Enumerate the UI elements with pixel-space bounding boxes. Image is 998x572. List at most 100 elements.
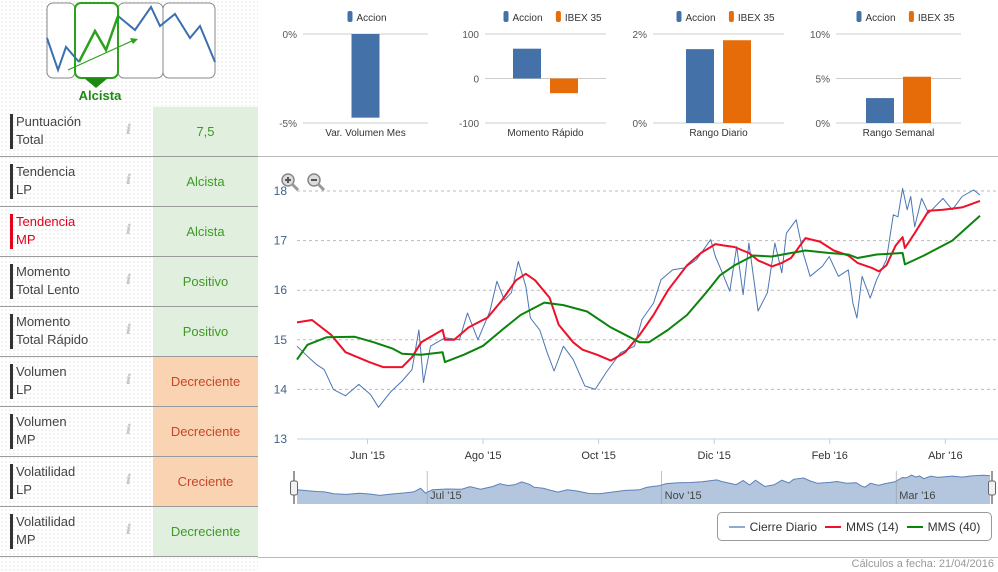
indicator-value: Decreciente [153, 507, 258, 556]
legend-swatch [908, 11, 914, 22]
y-tick-label: 0% [283, 30, 298, 41]
indicator-label: Volumen MP [16, 413, 126, 449]
x-tick-label: Ago '15 [465, 450, 502, 462]
info-icon[interactable]: i [126, 222, 132, 238]
indicator-value: Positivo [153, 257, 258, 306]
indicator-row: Puntuación Total i 7,5 [0, 107, 258, 157]
zoom-out-icon[interactable] [306, 172, 326, 192]
x-tick-label: Abr '16 [928, 450, 963, 462]
indicator-value: Alcista [153, 207, 258, 256]
x-tick-label: Dic '15 [698, 450, 731, 462]
bar-ibex-35 [550, 78, 578, 94]
legend-swatch [825, 525, 841, 528]
legend-swatch [503, 11, 509, 22]
y-tick-label: -100 [459, 119, 479, 130]
divider [258, 156, 998, 157]
calculation-date: Cálculos a fecha: 21/04/2016 [851, 558, 995, 570]
y-tick-label: 18 [274, 184, 288, 198]
series-mms-40- [296, 215, 981, 364]
indicator-label-line: LP [16, 182, 32, 197]
bar-accion [686, 49, 714, 123]
indicator-label-line: Volumen [16, 414, 67, 429]
y-tick-label: 14 [274, 382, 288, 396]
indicator-label: Momento Total Lento [16, 263, 126, 299]
y-tick-label: 5% [816, 75, 831, 86]
chart-category-label: Momento Rápido [507, 128, 584, 139]
indicator-row: Volatilidad LP i Creciente [0, 457, 258, 507]
legend-label: IBEX 35 [565, 13, 602, 24]
indicator-value: Decreciente [153, 357, 258, 406]
indicator-label: Volumen LP [16, 363, 126, 399]
indicator-row: Tendencia MP i Alcista [0, 207, 258, 257]
indicator-label-line: MP [16, 232, 36, 247]
x-tick-label: Jun '15 [350, 450, 385, 462]
series-mms-14- [296, 199, 981, 369]
info-icon[interactable]: i [126, 422, 132, 438]
indicator-label-line: LP [16, 482, 32, 497]
bar-accion [513, 48, 541, 79]
indicator-label-line: Total Lento [16, 282, 80, 297]
row-marker [10, 314, 13, 349]
legend-swatch [347, 11, 353, 22]
info-icon[interactable]: i [126, 322, 132, 338]
legend-swatch [728, 11, 734, 22]
indicator-value: Alcista [153, 157, 258, 206]
navigator-handle-left[interactable] [290, 480, 298, 496]
navigator-label: Mar '16 [899, 490, 935, 502]
y-tick-label: 17 [274, 234, 288, 248]
info-icon[interactable]: i [126, 522, 132, 538]
navigator-area [297, 475, 990, 504]
legend-label: MMS (40) [927, 519, 981, 534]
legend-item-cierre[interactable]: Cierre Diario [728, 519, 817, 534]
trend-logo: Alcista [46, 2, 216, 103]
divider [258, 557, 998, 558]
indicator-label-line: MP [16, 432, 36, 447]
legend-label: Accion [513, 13, 543, 24]
info-icon[interactable]: i [126, 372, 132, 388]
legend-label: MMS (14) [846, 519, 899, 534]
info-icon[interactable]: i [126, 122, 132, 138]
info-icon[interactable]: i [126, 272, 132, 288]
indicator-value: Creciente [153, 457, 258, 506]
indicator-label: Tendencia LP [16, 163, 126, 199]
info-icon[interactable]: i [126, 172, 132, 188]
navigator-label: Nov '15 [665, 490, 702, 502]
indicator-row: Volumen MP i Decreciente [0, 407, 258, 457]
legend-label: IBEX 35 [918, 13, 955, 24]
row-marker [10, 164, 13, 199]
navigator-handle-right[interactable] [988, 480, 996, 496]
indicator-value: Positivo [153, 307, 258, 356]
indicator-label-line: Momento [16, 314, 71, 329]
indicator-panel: Alcista Puntuación Total i 7,5 Tendencia L… [0, 0, 258, 572]
chart-category-label: Rango Diario [689, 128, 748, 139]
y-tick-label: 2% [633, 30, 648, 41]
bar-ibex-35 [723, 40, 751, 124]
navigator-label: Jul '15 [430, 490, 461, 502]
bar-accion [351, 34, 380, 118]
y-tick-label: 10% [810, 30, 830, 41]
indicator-label: Momento Total Rápido [16, 313, 126, 349]
legend-label: Accion [357, 13, 387, 24]
indicator-label-line: Momento [16, 264, 71, 279]
legend-label: Cierre Diario [749, 519, 817, 534]
legend-item-mms14[interactable]: MMS (14) [825, 520, 899, 534]
zoom-in-icon[interactable] [280, 172, 300, 192]
indicator-label-line: Volatilidad [16, 464, 76, 479]
indicator-label-line: LP [16, 382, 32, 397]
y-tick-label: 15 [274, 333, 288, 347]
info-icon[interactable]: i [126, 472, 132, 488]
legend-item-mms40[interactable]: MMS (40) [906, 519, 981, 534]
indicator-label: Puntuación Total [16, 113, 126, 149]
indicator-label: Tendencia MP [16, 213, 126, 249]
row-marker [10, 214, 13, 249]
row-marker [10, 114, 13, 149]
y-tick-label: 13 [274, 432, 288, 446]
indicator-label: Volatilidad LP [16, 463, 126, 499]
indicator-label-line: Tendencia [16, 164, 76, 179]
indicator-row: Momento Total Lento i Positivo [0, 257, 258, 307]
y-tick-label: 16 [274, 283, 288, 297]
y-tick-label: 0 [473, 75, 479, 86]
legend-swatch [676, 11, 682, 22]
indicator-value: Decreciente [153, 407, 258, 456]
